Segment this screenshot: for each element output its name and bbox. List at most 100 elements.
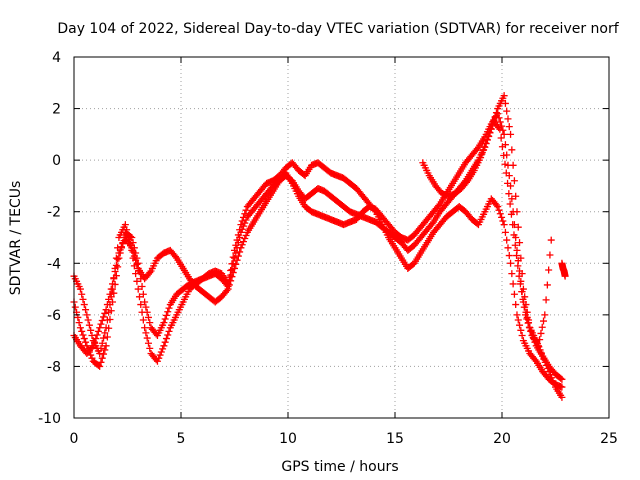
data-point <box>71 303 79 311</box>
data-point <box>496 210 504 218</box>
data-point <box>541 358 549 366</box>
data-point <box>498 213 506 221</box>
data-point <box>143 308 151 316</box>
x-tick-label: 25 <box>600 431 618 447</box>
data-point <box>128 244 136 252</box>
data-point <box>106 315 114 323</box>
data-point <box>514 316 522 324</box>
data-point <box>133 277 141 285</box>
data-point <box>510 231 518 239</box>
data-point <box>75 319 83 327</box>
data-point <box>80 301 88 309</box>
data-point <box>236 234 244 241</box>
data-point <box>508 146 516 154</box>
series-track-4 <box>419 117 555 350</box>
data-point <box>160 319 168 327</box>
data-point <box>536 346 544 354</box>
data-point <box>514 262 522 270</box>
data-point <box>102 342 110 350</box>
data-point <box>100 350 108 358</box>
data-point <box>115 249 123 257</box>
data-point <box>487 125 495 133</box>
data-point <box>480 143 488 151</box>
data-point <box>516 321 524 329</box>
data-point <box>517 326 525 334</box>
series-track-1 <box>70 159 566 391</box>
data-point <box>76 324 84 332</box>
data-point <box>164 331 172 339</box>
data-point <box>473 145 481 153</box>
data-point <box>93 331 101 339</box>
data-point <box>486 128 494 136</box>
gridlines <box>74 57 609 418</box>
data-point <box>504 179 512 187</box>
data-point <box>109 298 117 306</box>
data-point <box>141 298 149 306</box>
data-point <box>126 232 134 240</box>
data-point <box>561 272 569 280</box>
data-point <box>232 260 240 268</box>
data-point <box>160 342 168 350</box>
data-point <box>231 264 238 272</box>
data-point <box>241 219 249 227</box>
data-point <box>482 139 490 147</box>
data-point <box>223 287 231 295</box>
data-point <box>97 320 105 328</box>
data-point <box>496 125 504 133</box>
data-point <box>94 327 102 335</box>
data-point <box>92 335 100 343</box>
data-point <box>544 364 552 372</box>
data-point <box>78 327 86 335</box>
data-point <box>541 311 549 319</box>
data-point <box>522 311 530 319</box>
data-point <box>142 303 150 311</box>
data-point <box>500 92 508 100</box>
data-point <box>139 316 147 324</box>
data-point <box>119 240 127 248</box>
data-point <box>103 301 111 309</box>
data-point <box>87 326 95 334</box>
data-point <box>520 303 528 311</box>
data-point <box>238 225 246 233</box>
data-point <box>236 248 244 256</box>
data-point <box>142 329 150 337</box>
data-point <box>114 263 122 271</box>
data-point <box>155 354 163 362</box>
data-point <box>134 285 142 293</box>
series-track-3 <box>70 110 566 401</box>
data-point <box>109 280 117 288</box>
data-point <box>501 160 509 168</box>
y-tick-label: -2 <box>47 205 61 221</box>
data-point <box>509 280 517 288</box>
data-point <box>156 351 164 359</box>
data-point <box>224 285 232 293</box>
data-point <box>96 324 104 332</box>
x-tick-label: 0 <box>70 431 79 447</box>
data-point <box>515 272 523 280</box>
data-point <box>78 290 86 298</box>
data-point <box>501 99 509 107</box>
data-point <box>88 343 96 351</box>
data-point <box>114 255 122 263</box>
data-point <box>135 293 143 301</box>
data-point <box>153 357 161 365</box>
data-point <box>503 236 511 244</box>
data-point <box>518 288 526 296</box>
data-point <box>110 274 118 282</box>
data-point <box>79 331 87 339</box>
data-point <box>527 327 535 335</box>
data-point <box>101 309 109 317</box>
y-tick-label: 2 <box>52 102 61 118</box>
data-point <box>504 161 512 169</box>
data-point <box>79 295 87 303</box>
data-point <box>144 339 152 347</box>
data-point <box>504 115 512 123</box>
data-point <box>507 259 515 267</box>
data-point <box>500 221 508 229</box>
data-point <box>225 281 233 289</box>
data-point <box>100 313 108 321</box>
data-point <box>511 241 519 249</box>
data-point <box>558 383 566 391</box>
data-point <box>229 269 237 277</box>
data-point <box>514 223 522 231</box>
